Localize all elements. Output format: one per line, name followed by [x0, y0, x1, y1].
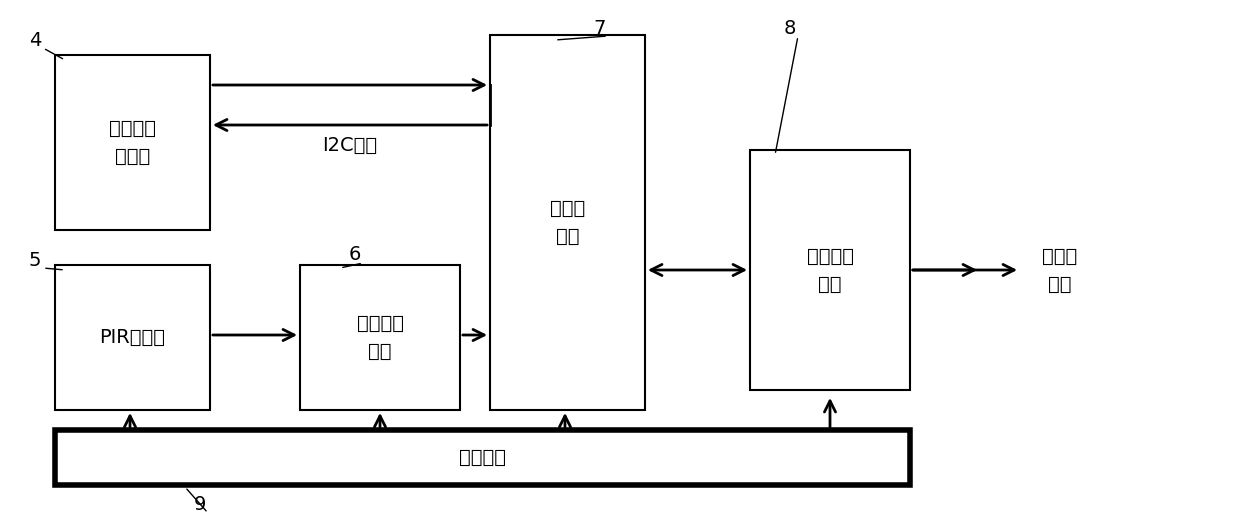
Text: 9: 9	[193, 495, 206, 515]
Text: PIR传感器: PIR传感器	[99, 328, 165, 347]
Text: 通信接口
电路: 通信接口 电路	[806, 246, 853, 293]
Bar	[750, 150, 910, 390]
Bar	[55, 265, 210, 410]
Bar	[55, 430, 910, 485]
Bar	[300, 265, 460, 410]
Text: 4: 4	[29, 30, 41, 50]
Text: 红外阵列
传感器: 红外阵列 传感器	[109, 119, 156, 166]
Text: 单片机
系统: 单片机 系统	[549, 199, 585, 246]
Text: 人数值
输出: 人数值 输出	[1043, 246, 1078, 293]
Text: 放大滤波
电路: 放大滤波 电路	[357, 314, 403, 361]
Text: 8: 8	[784, 18, 796, 38]
Bar	[490, 35, 645, 410]
Text: 6: 6	[348, 245, 361, 265]
Text: 电源电路: 电源电路	[459, 448, 506, 467]
Bar	[55, 55, 210, 230]
Text: I2C接口: I2C接口	[322, 136, 377, 155]
Text: 7: 7	[594, 18, 606, 38]
Text: 5: 5	[29, 251, 41, 269]
